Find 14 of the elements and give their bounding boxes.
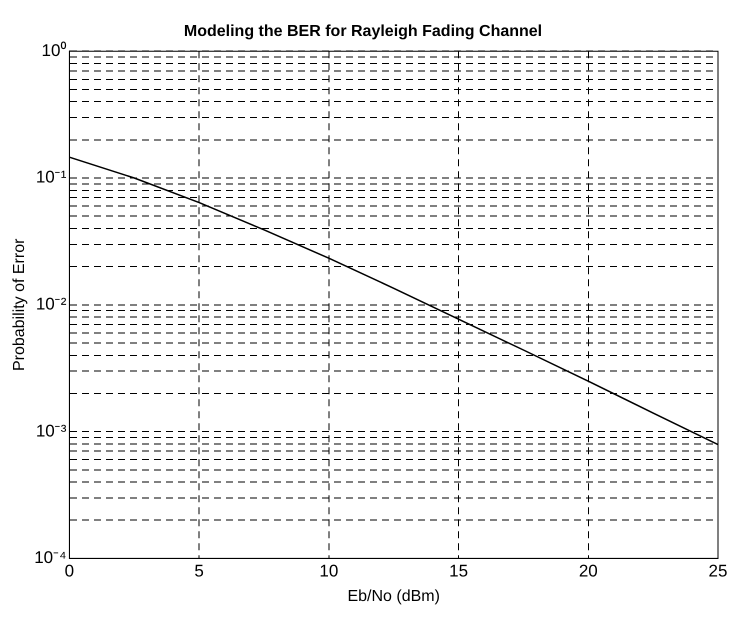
- chart-title: Modeling the BER for Rayleigh Fading Channel: [184, 23, 542, 40]
- y-tick-label: 10⁻³: [36, 421, 67, 440]
- y-tick-label: 10⁻⁴: [34, 548, 66, 568]
- y-tick-label: 10⁻²: [36, 294, 67, 314]
- y-tick-label: 10⁰: [41, 40, 66, 60]
- y-axis-title: Probability of Error: [11, 238, 28, 372]
- x-tick-label: 10: [319, 561, 338, 580]
- x-tick-label: 15: [449, 561, 468, 580]
- y-tick-label: 10⁻¹: [36, 168, 67, 187]
- x-tick-label: 25: [708, 561, 728, 580]
- x-tick-label: 0: [64, 561, 74, 580]
- x-axis-title: Eb/No (dBm): [347, 588, 440, 605]
- x-tick-label: 5: [194, 561, 204, 580]
- x-tick-label: 20: [578, 561, 598, 580]
